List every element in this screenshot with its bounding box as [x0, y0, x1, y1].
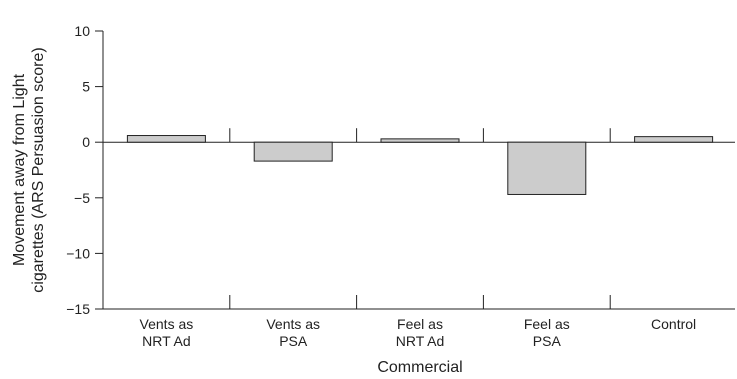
- category-label-line: Vents as: [140, 316, 194, 332]
- category-label-line: Control: [651, 316, 696, 332]
- category-label-line: Feel as: [524, 316, 570, 332]
- y-axis-title: Movement away from Light cigarettes (ARS …: [11, 47, 47, 292]
- axes: [102, 31, 735, 310]
- category-label: Vents as PSA: [266, 316, 320, 349]
- y-axis-ticks: 10 5 0 −5 −10 −15: [66, 23, 103, 317]
- bar: [507, 141, 587, 195]
- category-label: Feel as NRT Ad: [396, 316, 445, 349]
- y-tick-label: −5: [74, 190, 90, 206]
- y-axis-title-line: Movement away from Light: [11, 73, 28, 266]
- bar: [253, 141, 333, 162]
- bar: [126, 135, 206, 143]
- y-tick-label: 5: [82, 79, 90, 95]
- category-label: Feel as PSA: [524, 316, 570, 349]
- y-axis-title-text: Movement away from Light cigarettes (ARS …: [11, 47, 47, 292]
- y-axis-title-line: cigarettes (ARS Persuasion score): [30, 47, 47, 292]
- y-tick-label: 10: [74, 23, 90, 39]
- bar: [380, 138, 460, 143]
- category-label-line: NRT Ad: [396, 333, 445, 349]
- bars: [126, 135, 714, 195]
- category-label-line: PSA: [533, 333, 562, 349]
- category-label: Control: [651, 316, 696, 332]
- bar: [634, 136, 714, 143]
- category-label-line: NRT Ad: [142, 333, 191, 349]
- y-tick-label: 0: [82, 134, 90, 150]
- category-label-line: Vents as: [266, 316, 320, 332]
- y-tick-label: −10: [66, 245, 90, 261]
- x-axis-title: Commercial: [377, 359, 462, 376]
- category-label-line: Feel as: [397, 316, 443, 332]
- y-tick-label: −15: [66, 301, 90, 317]
- category-label: Vents as NRT Ad: [140, 316, 194, 349]
- category-label-line: PSA: [279, 333, 308, 349]
